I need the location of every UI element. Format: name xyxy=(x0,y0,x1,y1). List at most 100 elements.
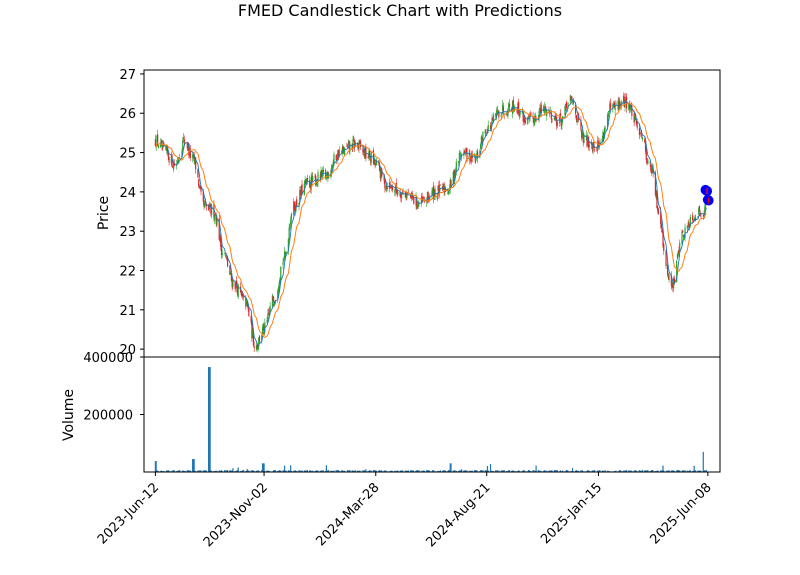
volume-bar xyxy=(692,470,695,472)
candle-body xyxy=(193,154,195,162)
volume-bar xyxy=(390,470,392,472)
candle-body xyxy=(570,96,572,99)
volume-bar xyxy=(629,470,631,472)
y-tick-label: 26 xyxy=(119,107,136,122)
price-panel: 20 21 22 23 24 25 26 27 xyxy=(119,68,721,358)
volume-bar xyxy=(172,470,174,472)
volume-bar xyxy=(548,470,550,472)
candle-body xyxy=(581,130,583,138)
volume-bar xyxy=(188,470,190,472)
candle-body xyxy=(246,301,248,305)
volume-bar xyxy=(464,470,467,472)
volume-bar xyxy=(155,461,157,472)
candle-body xyxy=(277,287,280,293)
candle-body xyxy=(453,170,455,181)
candle-body xyxy=(540,107,542,112)
volume-bar xyxy=(290,470,293,472)
candle-body xyxy=(325,170,327,178)
volume-bar xyxy=(618,470,620,472)
volume-bar xyxy=(315,470,318,472)
candle-body xyxy=(518,101,520,114)
volume-bar xyxy=(373,470,375,472)
volume-bar xyxy=(684,470,686,472)
candle-body xyxy=(279,277,281,283)
volume-bar xyxy=(686,470,688,472)
candle-body xyxy=(225,256,227,258)
volume-bar xyxy=(448,470,450,472)
volume-bar xyxy=(283,465,286,472)
candle-body xyxy=(322,170,324,173)
candle-body xyxy=(166,146,169,153)
volume-bar xyxy=(312,470,314,472)
candle-body xyxy=(431,190,433,195)
candle-body xyxy=(333,154,335,164)
volume-bar xyxy=(340,470,343,472)
candle-body xyxy=(554,115,556,118)
candle-body xyxy=(566,109,568,111)
candle-body xyxy=(565,103,567,107)
volume-bar xyxy=(663,470,665,472)
volume-bar xyxy=(486,465,489,472)
candle-body xyxy=(401,192,403,199)
candle-body xyxy=(309,180,311,187)
volume-bar xyxy=(251,470,253,472)
candle-body xyxy=(647,160,649,164)
candle-body xyxy=(651,169,653,173)
volume-bar xyxy=(521,470,524,472)
volume-bar xyxy=(299,470,302,472)
candle-body xyxy=(538,111,540,119)
volume-bar xyxy=(480,470,482,472)
volume-bar xyxy=(445,470,447,472)
volume-bar xyxy=(162,470,164,472)
volume-bar xyxy=(210,470,212,472)
volume-bar xyxy=(156,470,158,472)
volume-bar xyxy=(588,470,590,472)
volume-bar xyxy=(695,470,697,472)
volume-bar xyxy=(335,470,337,472)
candle-body xyxy=(311,176,313,183)
volume-bar xyxy=(226,470,229,472)
volume-bar xyxy=(442,470,444,472)
candle-body xyxy=(459,153,461,155)
candle-body xyxy=(234,282,236,290)
candle-body xyxy=(257,345,259,349)
candle-body xyxy=(571,96,573,101)
candle-body xyxy=(688,222,690,229)
candle-body xyxy=(337,150,339,161)
candle-body xyxy=(447,191,449,195)
candle-body xyxy=(524,116,526,122)
volume-bar xyxy=(344,470,346,472)
candle-body xyxy=(564,106,566,116)
candle-body xyxy=(399,191,401,197)
volume-bar xyxy=(342,470,344,472)
volume-bar xyxy=(615,470,617,472)
candle-body xyxy=(198,186,201,188)
volume-bar xyxy=(225,470,227,472)
candle-body xyxy=(454,170,457,176)
candle-body xyxy=(156,135,158,147)
volume-axes-frame xyxy=(143,356,721,473)
candle-body xyxy=(423,200,426,202)
candle-body xyxy=(274,302,276,305)
candle-body xyxy=(326,173,328,176)
volume-bar xyxy=(166,470,168,472)
candle-body xyxy=(349,143,351,152)
candle-body xyxy=(426,191,429,203)
candle-body xyxy=(402,191,404,193)
volume-bar xyxy=(219,470,221,472)
candle-body xyxy=(599,140,601,146)
candle-body xyxy=(176,160,179,163)
volume-bar xyxy=(246,469,248,472)
volume-bar xyxy=(655,470,657,472)
volume-bar xyxy=(236,470,238,472)
candle-body xyxy=(576,119,578,122)
volume-bar xyxy=(294,470,296,472)
volume-bar xyxy=(391,470,393,472)
candle-body xyxy=(567,103,569,109)
volume-bar xyxy=(578,470,580,472)
volume-bar xyxy=(207,367,210,472)
volume-bar xyxy=(508,470,511,472)
candle-body xyxy=(495,110,498,118)
volume-bar xyxy=(338,470,340,472)
volume-bar xyxy=(304,470,306,472)
